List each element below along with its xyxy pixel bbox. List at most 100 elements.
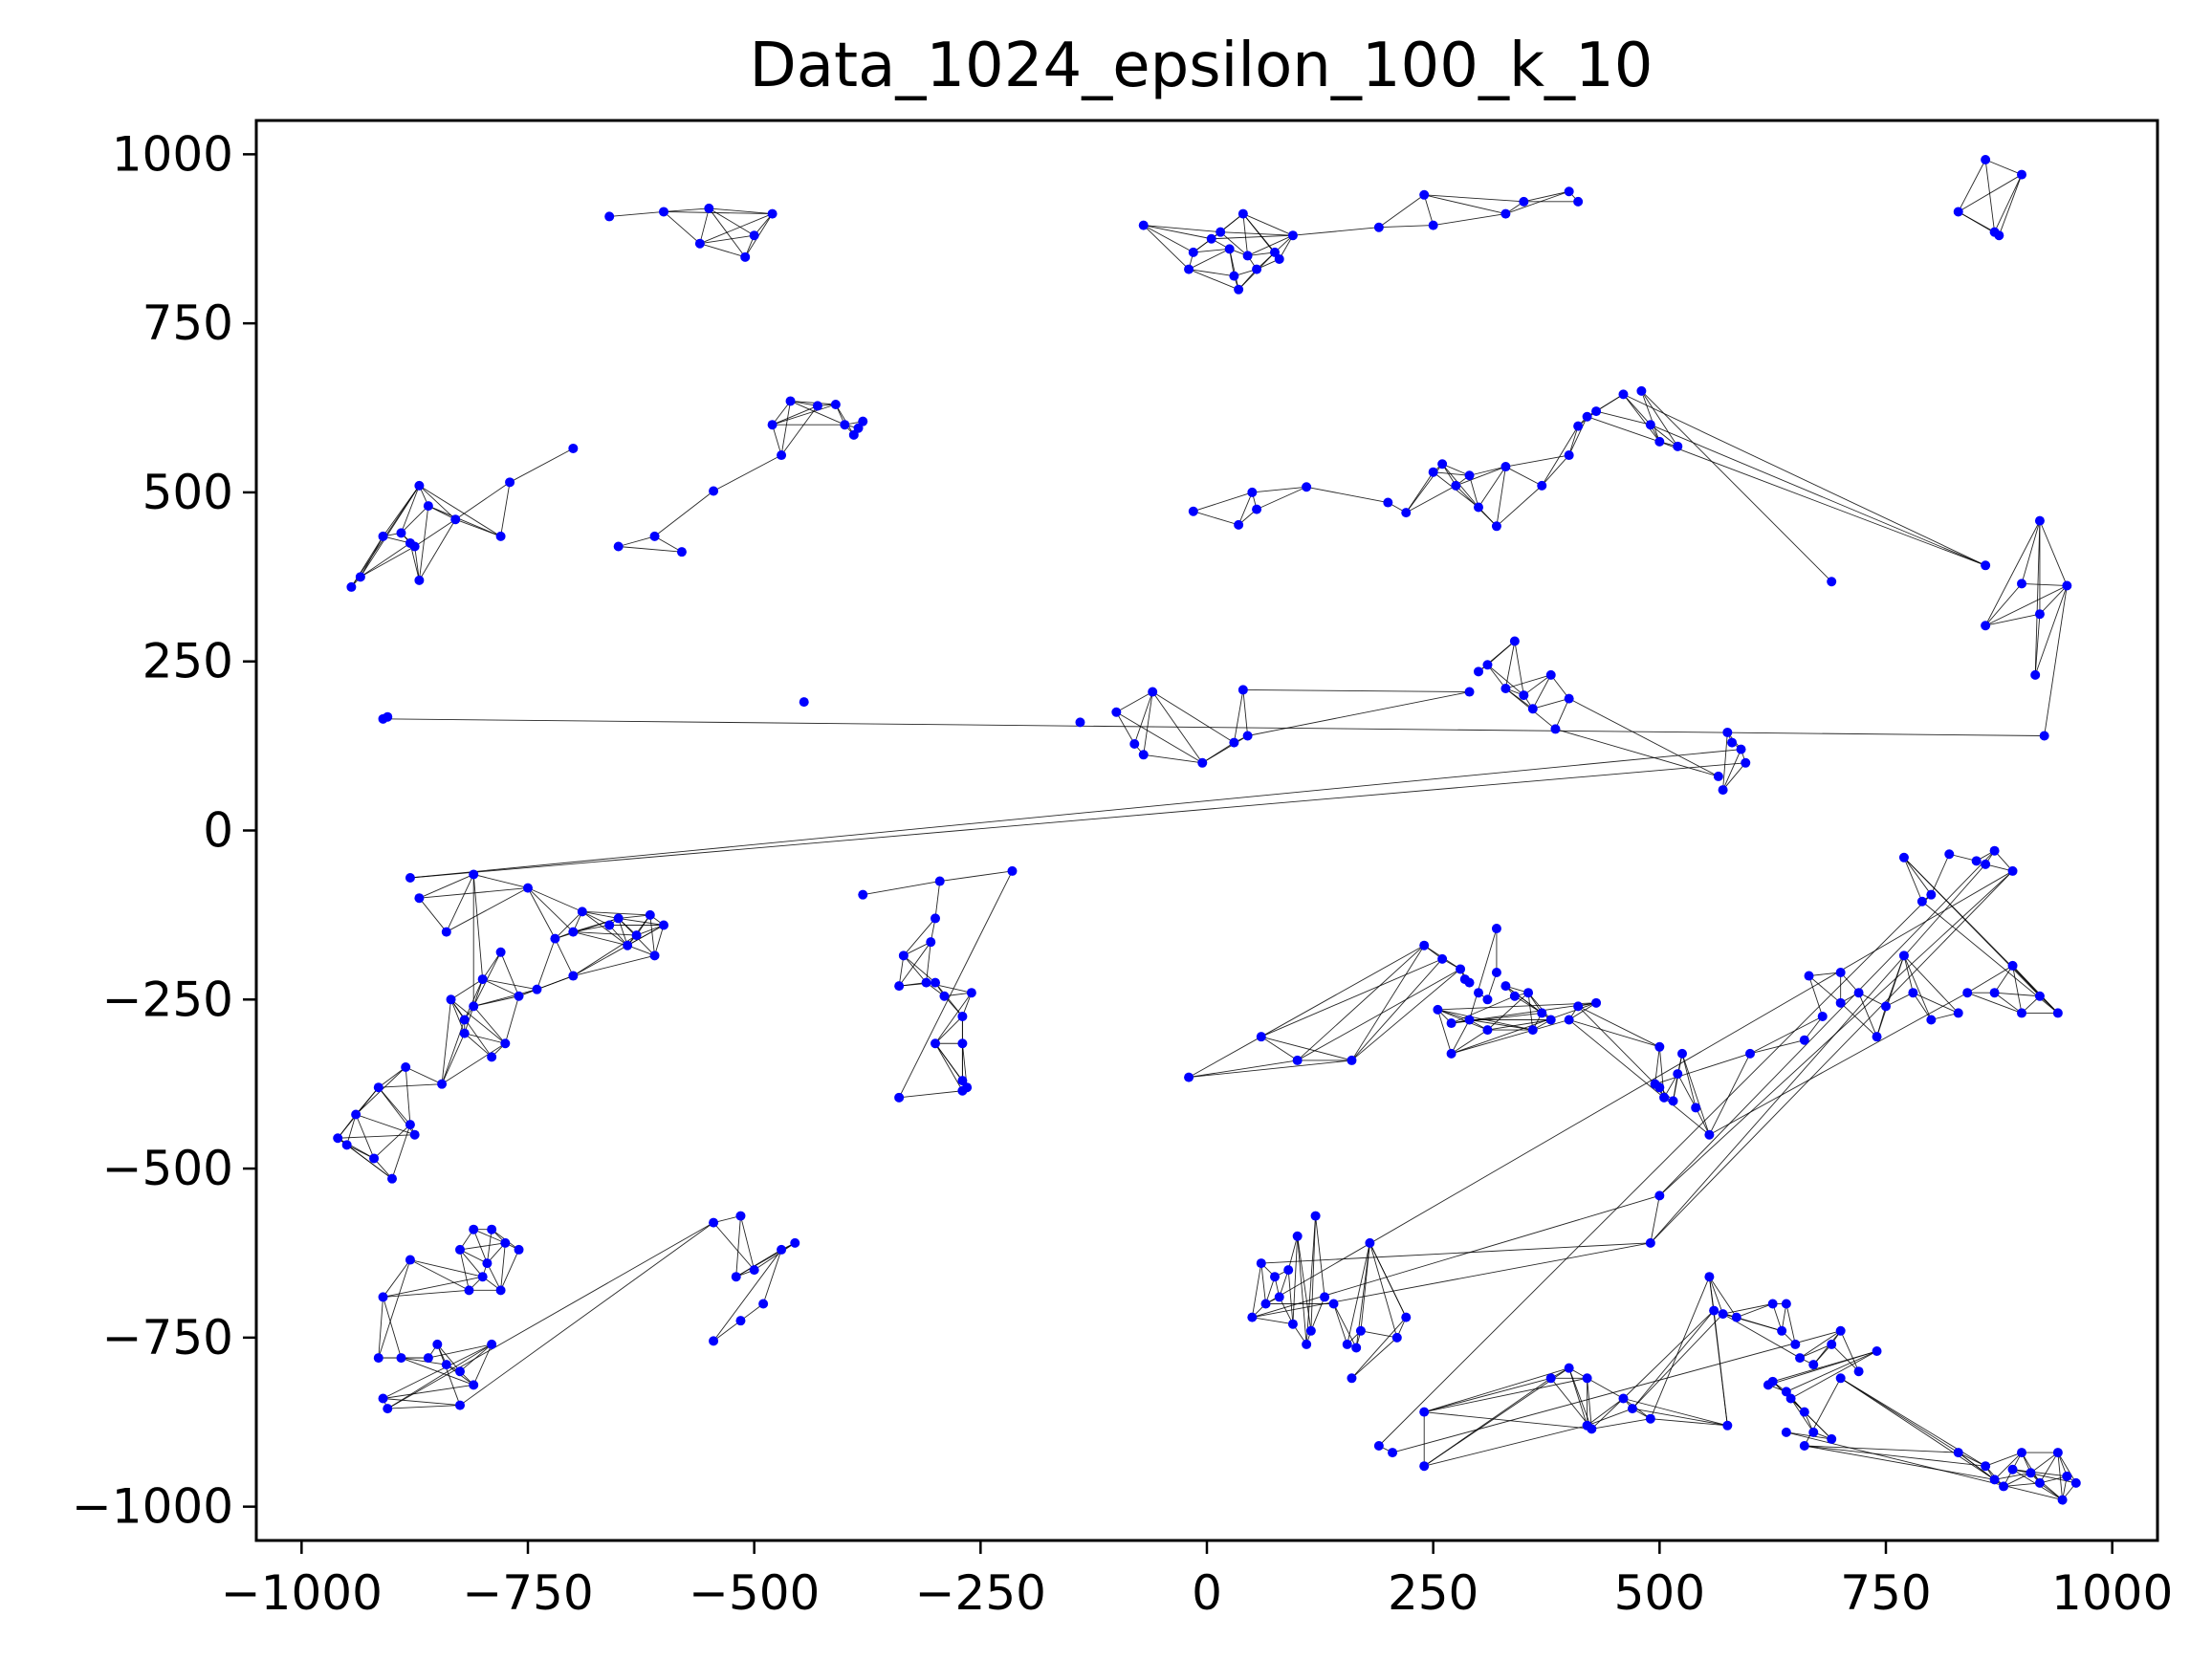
graph-node: [1197, 757, 1208, 768]
graph-edge: [1623, 1398, 1728, 1427]
graph-node: [704, 203, 714, 213]
graph-edge: [581, 910, 610, 926]
graph-node: [423, 501, 433, 512]
graph-node: [396, 1353, 406, 1364]
graph-edge: [1623, 1310, 1715, 1399]
graph-edge: [1423, 194, 1435, 226]
graph-node: [414, 893, 425, 904]
graph-node: [1451, 480, 1461, 491]
graph-edge: [1424, 1425, 1588, 1467]
graph-edge: [537, 938, 556, 990]
graph-node: [1981, 560, 1991, 571]
graph-node: [709, 1217, 719, 1228]
graph-node: [1446, 1048, 1456, 1059]
graph-edge: [618, 546, 682, 553]
graph-node: [514, 1244, 524, 1255]
graph-node: [1804, 971, 1814, 981]
graph-edge: [1804, 1445, 1959, 1453]
graph-edge: [1378, 894, 1932, 1447]
graph-node: [1234, 519, 1244, 530]
graph-edge: [1297, 1235, 1307, 1344]
graph-node: [1953, 1008, 1963, 1018]
graph-node: [495, 947, 506, 957]
graph-edge: [1595, 394, 1624, 412]
graph-node: [2052, 1448, 2063, 1458]
graph-edge: [1360, 1330, 1397, 1339]
graph-edge: [1252, 486, 1307, 493]
graph-edge: [1577, 1005, 1660, 1048]
graph-edge: [699, 234, 755, 245]
graph-edge: [1804, 1445, 1986, 1467]
graph-edge: [1279, 1297, 1294, 1324]
x-tick-label: −250: [915, 1565, 1046, 1621]
graph-edge: [1722, 732, 1728, 791]
graph-node: [785, 396, 796, 406]
graph-edge: [1799, 1330, 1841, 1359]
graph-edge: [1237, 491, 1253, 526]
graph-node: [459, 1015, 470, 1025]
graph-node: [1482, 994, 1493, 1005]
graph-edge: [504, 995, 519, 1044]
graph-node: [1781, 1427, 1791, 1437]
graph-edge: [1659, 850, 1995, 1196]
graph-node: [495, 1285, 506, 1296]
graph-edge: [418, 506, 429, 580]
graph-edge: [618, 914, 650, 919]
graph-node: [934, 876, 945, 886]
graph-edge: [1958, 1452, 1986, 1467]
graph-edge: [378, 1083, 443, 1088]
graph-edge: [1591, 1398, 1624, 1430]
graph-edge: [1202, 735, 1248, 764]
graph-node: [423, 1353, 433, 1364]
graph-node: [649, 531, 660, 541]
graph-edge: [1360, 1242, 1370, 1331]
graph-node: [840, 420, 850, 430]
graph-edge: [1151, 691, 1203, 764]
graph-edge: [1451, 1002, 1597, 1024]
graph-node: [1654, 1041, 1665, 1052]
graph-edge: [554, 938, 574, 976]
graph-node: [931, 1038, 940, 1049]
graph-node: [1926, 1015, 1937, 1025]
graph-node: [931, 977, 940, 988]
graph-edge: [1378, 194, 1425, 229]
graph-node: [1677, 1048, 1687, 1059]
graph-edge: [1247, 234, 1294, 256]
graph-edge: [555, 911, 583, 939]
graph-node: [1853, 1366, 1864, 1377]
graph-edge: [1310, 1297, 1325, 1331]
graph-edge: [1505, 190, 1569, 215]
graph-edge: [464, 1033, 493, 1058]
graph-node: [1881, 1001, 1891, 1012]
graph-node: [853, 423, 864, 433]
graph-edge: [2039, 585, 2068, 615]
graph-node: [604, 211, 615, 222]
graph-node: [1247, 1312, 1258, 1322]
graph-node: [333, 1133, 343, 1144]
graph-node: [1713, 771, 1723, 781]
graph-node: [758, 1299, 769, 1309]
graph-edge: [1550, 1378, 1592, 1430]
graph-node: [1573, 1001, 1584, 1012]
graph-node: [1428, 467, 1438, 477]
graph-edge: [486, 1229, 493, 1264]
graph-node: [1391, 1332, 1402, 1343]
graph-node: [500, 1038, 511, 1049]
graph-edge: [1143, 225, 1190, 270]
graph-edge: [1151, 691, 1235, 743]
graph-node: [2070, 1477, 2081, 1488]
graph-edge: [405, 1066, 443, 1085]
graph-edge: [1595, 410, 1651, 426]
graph-edge: [1441, 463, 1470, 476]
graph-node: [1981, 621, 1991, 631]
graph-node: [1351, 1343, 1362, 1353]
graph-node: [351, 1109, 361, 1120]
graph-edge: [450, 978, 483, 1000]
graph-edge: [1347, 1242, 1370, 1345]
graph-edge: [383, 1289, 470, 1298]
graph-node: [455, 1400, 465, 1410]
graph-edge: [346, 1114, 357, 1146]
graph-node: [469, 1224, 479, 1234]
graph-edge: [446, 874, 474, 932]
graph-node: [441, 927, 451, 937]
